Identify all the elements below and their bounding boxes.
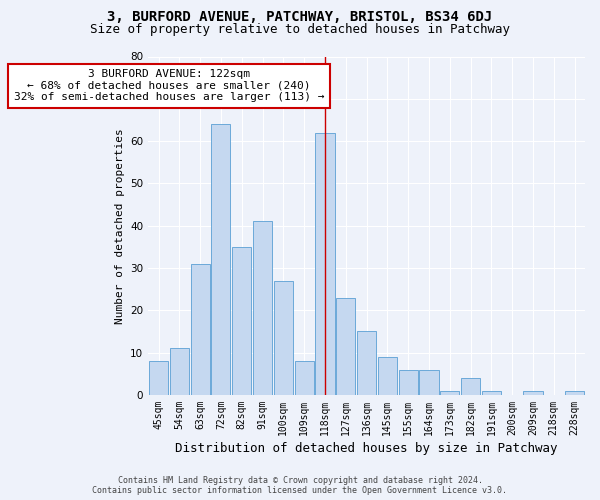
Y-axis label: Number of detached properties: Number of detached properties [115,128,125,324]
Bar [482,390,501,395]
Bar [357,332,376,395]
Bar [565,390,584,395]
Bar [274,280,293,395]
Bar [253,222,272,395]
Bar [170,348,189,395]
Bar [523,390,542,395]
Bar [461,378,480,395]
Bar [149,361,168,395]
Text: 3, BURFORD AVENUE, PATCHWAY, BRISTOL, BS34 6DJ: 3, BURFORD AVENUE, PATCHWAY, BRISTOL, BS… [107,10,493,24]
Bar [419,370,439,395]
Text: Size of property relative to detached houses in Patchway: Size of property relative to detached ho… [90,22,510,36]
Bar [295,361,314,395]
Bar [378,357,397,395]
Bar [232,247,251,395]
Bar [316,132,335,395]
X-axis label: Distribution of detached houses by size in Patchway: Distribution of detached houses by size … [175,442,558,455]
Bar [211,124,230,395]
Text: 3 BURFORD AVENUE: 122sqm
← 68% of detached houses are smaller (240)
32% of semi-: 3 BURFORD AVENUE: 122sqm ← 68% of detach… [14,69,324,102]
Bar [191,264,209,395]
Bar [440,390,460,395]
Bar [336,298,355,395]
Text: Contains HM Land Registry data © Crown copyright and database right 2024.
Contai: Contains HM Land Registry data © Crown c… [92,476,508,495]
Bar [398,370,418,395]
